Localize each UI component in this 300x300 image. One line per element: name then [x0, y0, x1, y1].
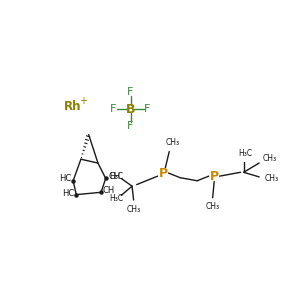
- Text: F: F: [110, 104, 117, 114]
- Text: Rh: Rh: [64, 100, 81, 113]
- Text: F: F: [127, 121, 134, 131]
- Text: H₃C: H₃C: [110, 172, 124, 182]
- Text: +: +: [79, 96, 87, 106]
- Text: F: F: [144, 104, 151, 114]
- Text: CH₃: CH₃: [165, 138, 179, 147]
- Text: CH₃: CH₃: [127, 205, 141, 214]
- Text: H₃C: H₃C: [238, 148, 252, 158]
- Text: HC: HC: [59, 174, 71, 183]
- Text: P: P: [158, 167, 168, 180]
- Text: CH: CH: [109, 172, 121, 181]
- Text: CH₃: CH₃: [263, 154, 277, 163]
- Text: CH₃: CH₃: [265, 174, 279, 183]
- Text: F: F: [127, 87, 134, 97]
- Text: CH₃: CH₃: [206, 202, 220, 211]
- Text: HC: HC: [62, 189, 75, 198]
- Text: P: P: [210, 169, 219, 183]
- Text: CH: CH: [103, 186, 115, 195]
- Text: H₃C: H₃C: [110, 194, 124, 203]
- Text: B: B: [126, 103, 135, 116]
